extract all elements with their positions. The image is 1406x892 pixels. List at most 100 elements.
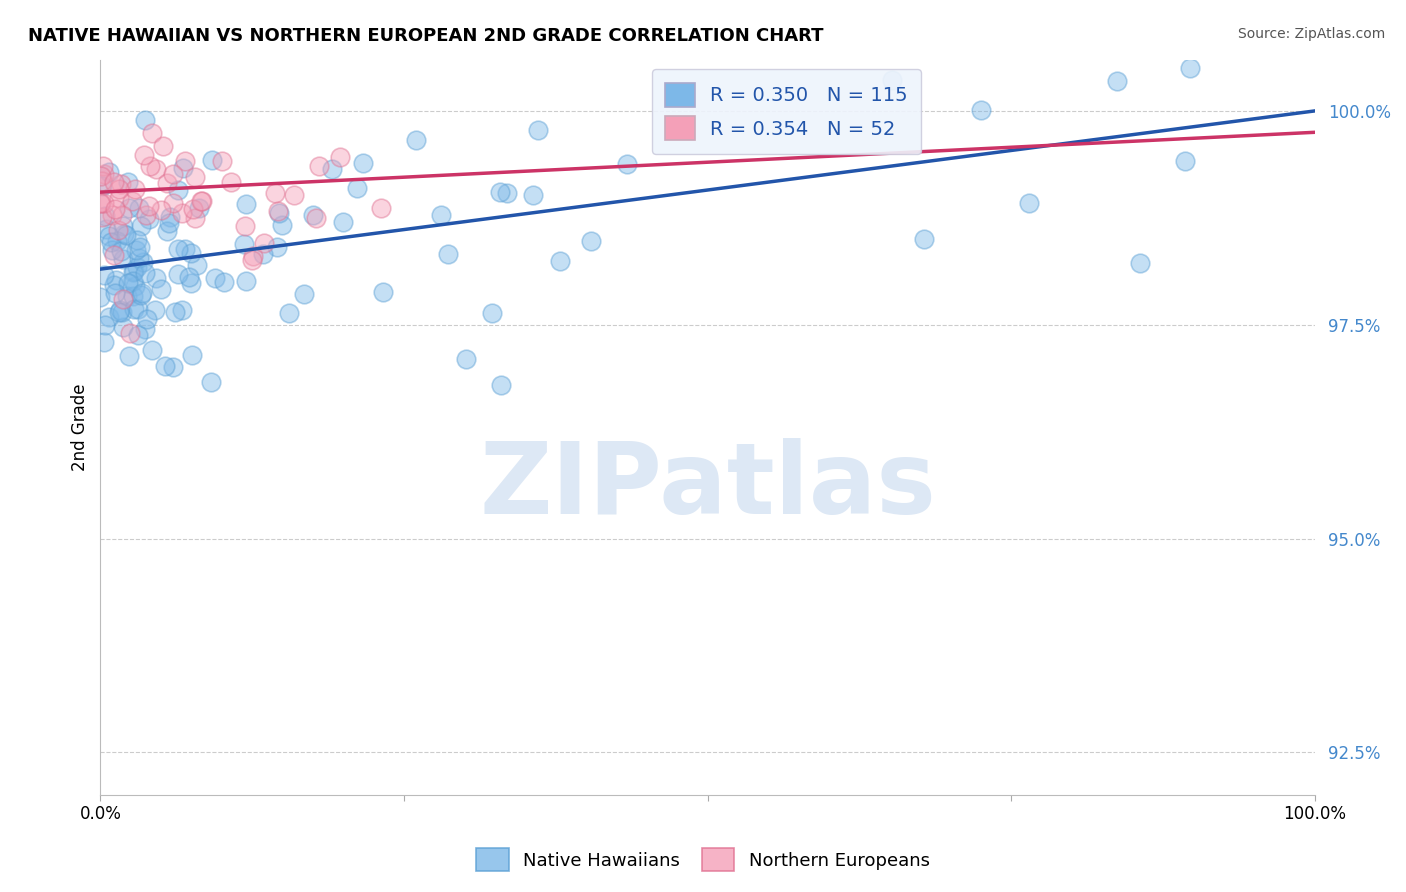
Point (186, 258, 208, 272)
Point (172, 302, 194, 317)
Point (105, 273, 128, 287)
Point (124, 181, 146, 195)
Point (129, 219, 152, 233)
Point (1178, 61, 1201, 75)
Point (136, 312, 159, 326)
Point (128, 240, 150, 254)
Point (131, 285, 153, 300)
Point (104, 286, 127, 301)
Point (167, 267, 190, 281)
Point (430, 208, 453, 222)
Point (162, 167, 184, 181)
Point (181, 202, 204, 216)
Point (253, 236, 276, 251)
Point (233, 237, 256, 252)
Point (211, 154, 233, 169)
Point (437, 247, 460, 261)
Point (302, 208, 325, 222)
Point (105, 234, 128, 248)
Point (150, 282, 173, 296)
Point (118, 349, 141, 363)
Point (233, 219, 256, 233)
Point (115, 228, 138, 243)
Point (143, 303, 166, 318)
Text: ZIPatlas: ZIPatlas (479, 438, 936, 534)
Point (110, 178, 132, 192)
Point (235, 274, 257, 288)
Point (97, 165, 120, 179)
Point (125, 234, 148, 248)
Point (267, 206, 290, 220)
Point (98, 310, 121, 324)
Point (156, 224, 179, 238)
Point (141, 343, 163, 358)
Point (371, 285, 394, 299)
Point (98, 228, 121, 243)
Point (173, 242, 195, 256)
Point (204, 270, 226, 285)
Point (405, 132, 427, 146)
Point (242, 249, 264, 263)
Point (111, 292, 134, 306)
Point (522, 187, 544, 202)
Point (122, 274, 145, 288)
Point (159, 210, 181, 224)
Point (111, 320, 134, 334)
Point (111, 219, 134, 234)
Point (166, 242, 188, 256)
Point (131, 287, 153, 301)
Legend: R = 0.350   N = 115, R = 0.354   N = 52: R = 0.350 N = 115, R = 0.354 N = 52 (652, 70, 921, 153)
Point (191, 194, 214, 209)
Point (121, 194, 143, 208)
Point (481, 306, 503, 320)
Point (179, 269, 201, 284)
Point (117, 175, 139, 189)
Point (180, 246, 202, 260)
Point (292, 287, 315, 301)
Point (93, 334, 115, 349)
Point (912, 232, 935, 246)
Point (1173, 154, 1195, 169)
Point (181, 348, 204, 362)
Point (134, 322, 156, 336)
Point (267, 204, 290, 219)
Point (491, 377, 513, 392)
Point (548, 254, 571, 268)
Point (264, 186, 287, 200)
Point (152, 139, 174, 153)
Point (346, 181, 368, 195)
Point (488, 185, 510, 199)
Point (127, 302, 149, 317)
Point (162, 360, 184, 375)
Point (156, 176, 179, 190)
Point (125, 260, 148, 274)
Text: Source: ZipAtlas.com: Source: ZipAtlas.com (1237, 27, 1385, 41)
Point (90, 210, 112, 224)
Point (110, 244, 132, 258)
Point (252, 247, 274, 261)
Point (616, 157, 638, 171)
Point (308, 159, 330, 173)
Point (94, 318, 117, 332)
Point (235, 197, 257, 211)
Point (94, 209, 117, 223)
Point (1105, 74, 1128, 88)
Point (90, 196, 112, 211)
Point (266, 240, 288, 254)
Point (170, 206, 193, 220)
Point (90, 178, 112, 193)
Point (115, 288, 138, 302)
Point (111, 208, 134, 222)
Point (139, 159, 162, 173)
Point (138, 211, 160, 226)
Point (167, 183, 190, 197)
Point (145, 271, 167, 285)
Point (122, 264, 145, 278)
Point (118, 326, 141, 341)
Point (240, 253, 263, 268)
Point (101, 208, 124, 222)
Legend: Native Hawaiians, Northern Europeans: Native Hawaiians, Northern Europeans (470, 841, 936, 879)
Point (131, 255, 153, 269)
Point (201, 153, 224, 167)
Point (103, 248, 125, 262)
